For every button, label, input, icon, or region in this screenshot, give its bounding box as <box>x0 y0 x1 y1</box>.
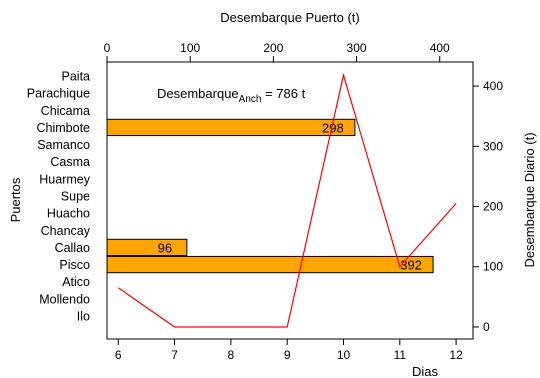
port-labels: Paita Parachique Chicama Chimbote Samanco Cas… <box>27 70 91 324</box>
port-label: Chimbote <box>37 121 91 135</box>
total-annotation: DesembarqueAnch = 786 t <box>157 86 306 105</box>
port-label: Supe <box>61 190 90 204</box>
annotation-suffix: = 786 t <box>261 86 305 101</box>
port-label: Paita <box>62 70 91 84</box>
plot-frame <box>106 61 474 340</box>
port-label: Huarmey <box>39 172 90 186</box>
daily-landings-line <box>117 72 457 328</box>
bottom-tick-label: 6 <box>115 348 122 362</box>
bottom-tick-label: 7 <box>171 348 178 362</box>
right-tick-label: 300 <box>483 139 503 153</box>
bottom-tick-label: 8 <box>228 348 235 362</box>
port-label: Mollendo <box>39 292 90 306</box>
right-axis-title: Desembarque Diario (t) <box>522 132 537 267</box>
port-label: Parachique <box>27 87 90 101</box>
daily-line <box>117 72 457 328</box>
bottom-axis-title: Dias <box>412 364 439 378</box>
bar-callao <box>106 238 188 257</box>
port-label: Pisco <box>59 258 90 272</box>
right-tick-label: 200 <box>483 200 503 214</box>
right-tick-label: 0 <box>483 320 490 334</box>
port-label: Chicama <box>41 104 90 118</box>
right-axis: 0 100 200 300 400 <box>473 79 503 334</box>
bar-chimbote <box>106 118 356 137</box>
top-tick-label: 200 <box>263 41 283 55</box>
top-tick-label: 400 <box>430 41 450 55</box>
bar-label: 298 <box>322 120 344 135</box>
port-label: Samanco <box>37 138 90 152</box>
bottom-tick-label: 11 <box>394 348 407 362</box>
annotation-subscript: Anch <box>239 94 262 105</box>
left-axis-title: Puertos <box>8 177 23 222</box>
annotation-prefix: Desembarque <box>157 86 239 101</box>
bars: 298 96 392 <box>106 118 434 274</box>
top-axis: 0 100 200 300 400 <box>104 41 450 62</box>
port-label: Callao <box>55 241 90 255</box>
right-tick-label: 100 <box>483 260 503 274</box>
port-label: Huacho <box>47 207 90 221</box>
bottom-tick-label: 10 <box>337 348 351 362</box>
top-tick-label: 0 <box>104 41 111 55</box>
bar-label: 392 <box>400 258 422 273</box>
top-tick-label: 100 <box>180 41 200 55</box>
port-label: Atico <box>62 275 90 289</box>
right-tick-label: 400 <box>483 79 503 93</box>
port-label: Casma <box>50 155 90 169</box>
port-label: Chancay <box>41 224 91 238</box>
bottom-tick-label: 9 <box>284 348 291 362</box>
bar-pisco <box>106 255 434 274</box>
bar-label: 96 <box>158 240 172 255</box>
top-axis-title: Desembarque Puerto (t) <box>220 10 359 25</box>
top-tick-label: 300 <box>347 41 367 55</box>
bottom-axis: 6 7 8 9 10 11 12 <box>115 339 463 362</box>
port-label: Ilo <box>77 310 90 324</box>
bottom-tick-label: 12 <box>449 348 463 362</box>
